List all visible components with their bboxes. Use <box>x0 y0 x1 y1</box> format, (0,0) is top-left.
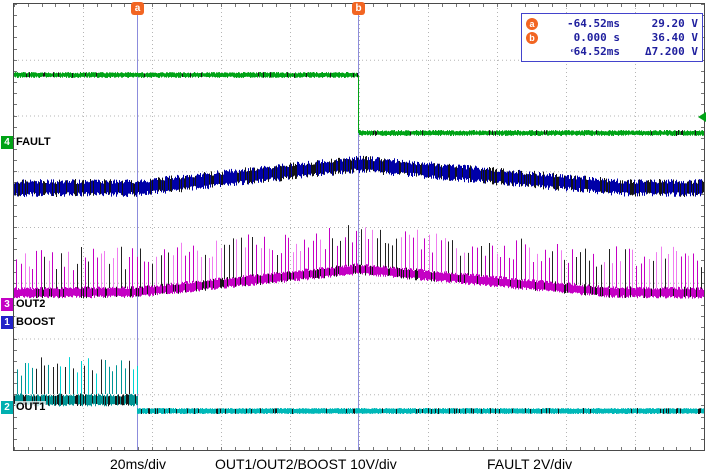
channel-2-badge[interactable]: 2 <box>1 401 13 414</box>
channel-label-out2: 3 OUT2 <box>1 298 47 311</box>
channel-label-boost: 1 BOOST <box>1 316 57 329</box>
cursor-readout-box: a -64.52ms 29.20 V b 0.000 s 36.40 V ͤ64… <box>521 13 703 62</box>
ch4-level-marker-icon <box>698 112 706 122</box>
channel-2-name: OUT1 <box>15 401 47 414</box>
channel-4-badge[interactable]: 4 <box>1 136 13 149</box>
waveform-plot-area <box>13 3 705 451</box>
cursor-b-time: 0.000 s <box>573 31 620 44</box>
cursor-b-marker-icon: b <box>526 31 538 44</box>
waveform-canvas <box>14 4 704 450</box>
channel-3-name: OUT2 <box>15 298 47 311</box>
cursor-a-time: -64.52ms <box>567 17 620 30</box>
output-scale-label: OUT1/OUT2/BOOST 10V/div <box>215 456 397 472</box>
fault-scale-label: FAULT 2V/div <box>487 456 573 472</box>
delta-time: ͤ64.52ms <box>570 45 620 58</box>
cursor-a-flag[interactable]: a <box>131 2 144 15</box>
cursor-b-flag[interactable]: b <box>352 2 365 15</box>
timebase-label: 20ms/div <box>110 456 167 472</box>
channel-label-out1: 2 OUT1 <box>1 401 47 414</box>
delta-voltage: Δ7.200 V <box>645 45 698 58</box>
channel-3-badge[interactable]: 3 <box>1 298 13 311</box>
cursor-a-voltage: 29.20 V <box>651 17 698 30</box>
cursor-b-voltage: 36.40 V <box>651 31 698 44</box>
channel-1-badge[interactable]: 1 <box>1 316 13 329</box>
cursor-a-marker-icon: a <box>526 17 538 30</box>
channel-1-name: BOOST <box>15 316 57 329</box>
channel-label-fault: 4 FAULT <box>1 136 52 149</box>
channel-4-name: FAULT <box>15 136 52 149</box>
